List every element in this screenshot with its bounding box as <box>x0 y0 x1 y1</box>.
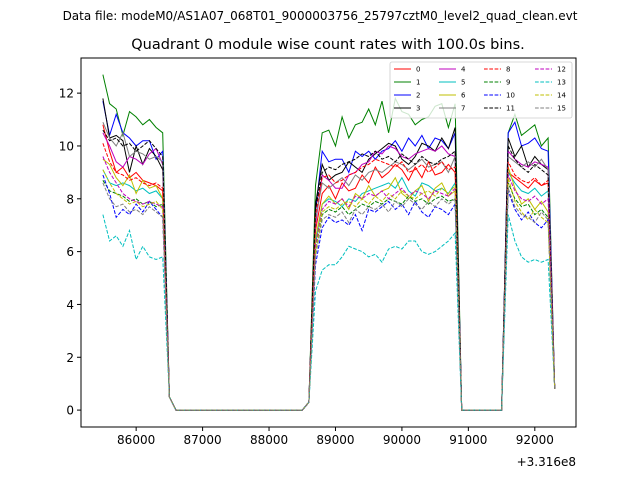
legend-label: 13 <box>557 79 566 87</box>
x-tick-label: 89000 <box>316 433 354 447</box>
series-line-13 <box>102 214 556 411</box>
x-tick-label: 91000 <box>449 433 487 447</box>
series-line-8 <box>102 143 556 411</box>
y-tick-label: 0 <box>66 404 74 418</box>
legend-label: 1 <box>416 79 420 87</box>
legend-label: 4 <box>461 66 466 74</box>
legend-label: 14 <box>557 92 566 100</box>
x-tick-label: 90000 <box>383 433 421 447</box>
legend-label: 11 <box>506 105 515 113</box>
series-line-1 <box>102 74 556 411</box>
x-tick-label: 92000 <box>516 433 554 447</box>
legend-label: 3 <box>416 105 420 113</box>
series-line-15 <box>102 182 556 411</box>
series-line-5 <box>102 169 556 411</box>
legend-label: 0 <box>416 66 420 74</box>
series-line-10 <box>102 174 556 411</box>
x-offset-label: +3.316e8 <box>517 455 576 469</box>
series-line-12 <box>102 156 556 411</box>
y-tick-label: 4 <box>66 298 74 312</box>
x-axis: 86000 87000 88000 89000 90000 91000 92000 <box>117 427 554 447</box>
legend-label: 8 <box>506 66 510 74</box>
series-line-14 <box>102 169 556 411</box>
y-tick-label: 8 <box>66 192 74 206</box>
x-tick-label: 87000 <box>183 433 221 447</box>
legend-label: 5 <box>461 79 465 87</box>
x-tick-label: 86000 <box>117 433 155 447</box>
plot-area <box>102 74 556 411</box>
y-tick-label: 12 <box>59 87 74 101</box>
series-line-2 <box>102 101 556 411</box>
y-tick-label: 2 <box>66 351 74 365</box>
series-line-6 <box>102 158 556 411</box>
legend-label: 6 <box>461 92 466 100</box>
axes-frame <box>80 57 577 428</box>
legend-label: 7 <box>461 105 465 113</box>
legend-label: 15 <box>557 105 566 113</box>
series-line-4 <box>102 132 556 411</box>
chart-title: Quadrant 0 module wise count rates with … <box>131 37 525 53</box>
legend-label: 12 <box>557 66 566 74</box>
data-file-header: Data file: modeM0/AS1A07_068T01_90000037… <box>63 9 578 23</box>
y-tick-label: 10 <box>59 139 74 153</box>
series-line-3 <box>102 98 556 411</box>
series-line-11 <box>102 129 556 411</box>
y-tick-label: 6 <box>66 245 74 259</box>
x-tick-label: 88000 <box>250 433 288 447</box>
y-axis: 0 2 4 6 8 10 12 <box>59 87 81 418</box>
series-line-7 <box>102 122 556 411</box>
legend-box <box>389 61 573 119</box>
legend-label: 9 <box>506 79 510 87</box>
legend-label: 10 <box>506 92 515 100</box>
legend-label: 2 <box>416 92 420 100</box>
